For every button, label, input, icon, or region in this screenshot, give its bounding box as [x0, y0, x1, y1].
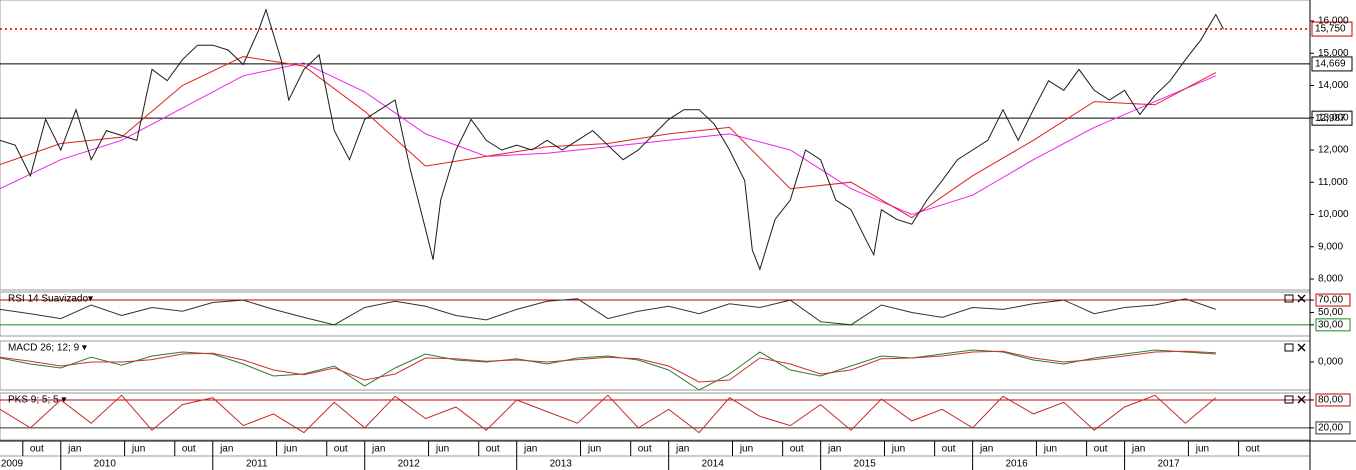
x-tick-label: jan [371, 444, 385, 455]
maximize-button[interactable] [1284, 395, 1294, 404]
x-tick-label: out [1246, 444, 1260, 455]
y-tick-label: 12,000 [1318, 145, 1349, 156]
x-tick-label: jan [979, 444, 993, 455]
y-tick-label: 50,00 [1318, 307, 1343, 318]
y-tick-label: 80,00 [1318, 395, 1343, 406]
x-tick-label: jan [827, 444, 841, 455]
x-tick-label: jan [675, 444, 689, 455]
x-tick-label: out [1094, 444, 1108, 455]
close-button[interactable] [1297, 294, 1306, 303]
series-line [0, 394, 1217, 434]
level-label-box [1311, 56, 1353, 72]
y-tick-label: 15,000 [1318, 48, 1349, 59]
y-tick-label: 0,000 [1318, 357, 1343, 368]
year-label: 2010 [94, 459, 117, 470]
x-tick-label: jan [523, 444, 537, 455]
level-label-box [1311, 21, 1353, 37]
x-tick-label: jun [1043, 444, 1057, 455]
y-tick-box [1315, 393, 1351, 407]
x-tick-label: jan [1131, 444, 1145, 455]
maximize-button[interactable] [1284, 343, 1294, 352]
panel-title: MACD 26; 12; 9 ▾ [8, 343, 87, 354]
x-tick-label: jun [283, 444, 297, 455]
year-label: 2016 [1005, 459, 1028, 470]
level-label: 14,669 [1315, 59, 1346, 70]
y-tick-label: 13,000 [1318, 112, 1349, 123]
x-tick-label: jun [435, 444, 449, 455]
y-tick-label: 8,000 [1318, 274, 1343, 285]
x-tick-label: jun [1195, 444, 1209, 455]
year-label: 2013 [550, 459, 573, 470]
y-tick-box [1315, 421, 1351, 435]
series-line [0, 55, 1217, 219]
x-tick-label: jun [131, 444, 145, 455]
panel-title: PKS 9; 5; 5 ▾ [8, 395, 66, 406]
y-tick-label: 16,000 [1318, 16, 1349, 27]
level-label: 12,987 [1315, 113, 1346, 124]
year-label: 2015 [854, 459, 877, 470]
maximize-button[interactable] [1284, 294, 1294, 303]
close-button[interactable] [1297, 395, 1306, 404]
year-label: 2012 [398, 459, 421, 470]
y-tick-label: 14,000 [1318, 80, 1349, 91]
y-tick-box [1315, 293, 1351, 307]
series-line [0, 298, 1216, 326]
year-label: 2017 [1157, 459, 1180, 470]
year-label: 2014 [702, 459, 725, 470]
x-tick-label: out [942, 444, 956, 455]
x-tick-label: out [334, 444, 348, 455]
y-tick-label: 9,000 [1318, 241, 1343, 252]
level-label: 15,750 [1315, 24, 1346, 35]
y-tick-label: 11,000 [1318, 177, 1348, 188]
x-tick-label: out [790, 444, 804, 455]
y-tick-label: 20,00 [1318, 423, 1343, 434]
x-tick-label: out [30, 444, 44, 455]
x-tick-label: jun [739, 444, 753, 455]
y-tick-box [1315, 318, 1351, 332]
y-tick-label: 10,000 [1318, 209, 1349, 220]
y-tick-label: 70,00 [1318, 295, 1343, 306]
year-label: 2009 [1, 459, 24, 470]
x-tick-label: out [638, 444, 652, 455]
x-tick-label: out [486, 444, 500, 455]
year-label: 2011 [246, 459, 268, 470]
series-line [0, 62, 1216, 216]
x-tick-label: jun [891, 444, 905, 455]
panel-title: RSI 14 Suavizado▾ [8, 294, 93, 305]
x-tick-label: jan [67, 444, 81, 455]
x-tick-label: out [182, 444, 196, 455]
x-tick-label: jun [587, 444, 601, 455]
x-tick-label: jan [219, 444, 233, 455]
close-button[interactable] [1297, 343, 1306, 352]
series-line [0, 350, 1216, 383]
y-tick-label: 30,00 [1318, 319, 1343, 330]
series-line [0, 8, 1224, 271]
